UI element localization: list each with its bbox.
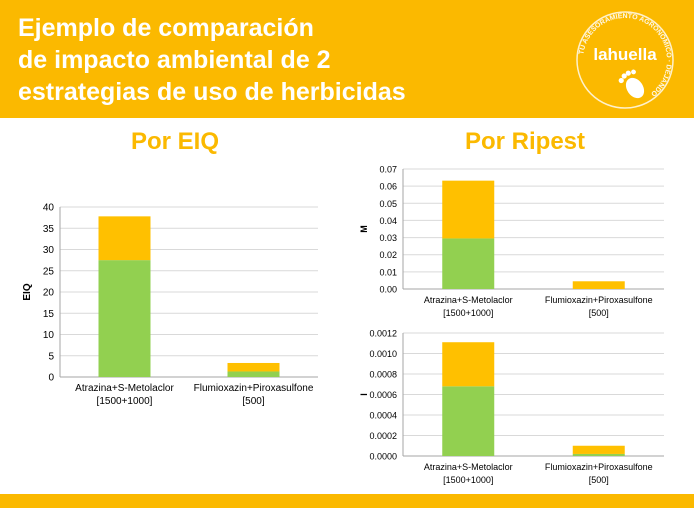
y-tick-label: 0.0000 — [369, 452, 397, 462]
y-tick-label: 35 — [43, 224, 55, 235]
x-category-label: Flumioxazin+Piroxasulfone — [194, 383, 314, 394]
y-axis-label: M — [359, 225, 369, 233]
y-tick-label: 0.00 — [379, 285, 397, 295]
y-tick-label: 0.02 — [379, 250, 397, 260]
bar-segment — [572, 445, 625, 454]
bar-segment — [572, 453, 625, 456]
x-category-label: [1500+1000] — [443, 308, 493, 318]
y-tick-label: 25 — [43, 266, 55, 277]
y-tick-label: 40 — [43, 203, 55, 214]
y-tick-label: 0.07 — [379, 165, 397, 175]
y-tick-label: 20 — [43, 288, 55, 299]
eiq-section-title: Por EIQ — [130, 128, 220, 155]
x-category-label: Atrazina+S-Metolaclor — [75, 383, 174, 394]
bar-segment — [442, 180, 495, 239]
bar-segment — [572, 281, 625, 289]
title-line: estrategias de uso de herbicidas — [18, 78, 406, 106]
y-tick-label: 0.0010 — [369, 349, 397, 359]
footer-bar — [0, 494, 694, 508]
lahuella-logo: TU ASESORAMIENTO AGRONÓMICO · DEJANDO la… — [576, 11, 674, 109]
y-tick-label: 0.05 — [379, 199, 397, 209]
x-category-label: [1500+1000] — [97, 396, 153, 407]
ripest-section-title: Por Ripest — [464, 128, 586, 155]
x-category-label: [1500+1000] — [443, 475, 493, 485]
x-category-label: Flumioxazin+Piroxasulfone — [545, 462, 653, 472]
y-tick-label: 0.0006 — [369, 390, 397, 400]
bar-segment — [442, 342, 495, 387]
x-category-label: Flumioxazin+Piroxasulfone — [545, 295, 653, 305]
y-axis-label: I — [359, 393, 369, 396]
y-tick-label: 0.0004 — [369, 411, 397, 421]
y-tick-label: 0.0008 — [369, 370, 397, 380]
y-tick-label: 0.03 — [379, 233, 397, 243]
title-line: Ejemplo de comparación — [18, 14, 314, 42]
logo-text: lahuella — [593, 45, 657, 64]
y-tick-label: 0 — [48, 373, 54, 384]
bar-segment — [442, 238, 495, 289]
y-tick-label: 0.04 — [379, 216, 397, 226]
y-tick-label: 10 — [43, 330, 55, 341]
bar-segment — [227, 371, 280, 377]
x-category-label: Atrazina+S-Metolaclor — [424, 462, 513, 472]
y-tick-label: 0.01 — [379, 267, 397, 277]
x-category-label: [500] — [242, 396, 264, 407]
y-tick-label: 0.0012 — [369, 329, 397, 339]
x-category-label: [500] — [589, 475, 609, 485]
header-banner: Ejemplo de comparación de impacto ambien… — [0, 0, 694, 118]
footprint-icon — [618, 69, 645, 99]
y-axis-label: EIQ — [22, 283, 33, 300]
title-line: de impacto ambiental de 2 — [18, 46, 331, 74]
y-tick-label: 15 — [43, 309, 55, 320]
x-category-label: Atrazina+S-Metolaclor — [424, 295, 513, 305]
bar-segment — [442, 386, 495, 456]
bar-segment — [227, 362, 280, 372]
page-title: Ejemplo de comparación de impacto ambien… — [18, 12, 406, 108]
y-tick-label: 0.0002 — [369, 431, 397, 441]
y-tick-label: 30 — [43, 245, 55, 256]
y-tick-label: 0.06 — [379, 182, 397, 192]
bar-segment — [98, 260, 151, 377]
y-tick-label: 5 — [48, 351, 54, 362]
x-category-label: [500] — [589, 308, 609, 318]
bar-segment — [98, 216, 151, 261]
